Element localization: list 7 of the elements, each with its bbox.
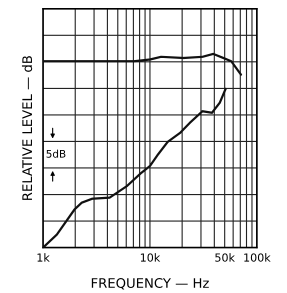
x-tick-label: 100k: [244, 253, 271, 262]
x-tick-label: 50k: [215, 253, 235, 262]
y-axis-title: RELATIVE LEVEL — dB: [22, 56, 32, 200]
x-axis-title: FREQUENCY — Hz: [92, 278, 209, 290]
annotation: 5dB: [46, 150, 66, 158]
x-tick-label: 10k: [140, 253, 160, 262]
x-tick-label: 1k: [38, 253, 50, 262]
